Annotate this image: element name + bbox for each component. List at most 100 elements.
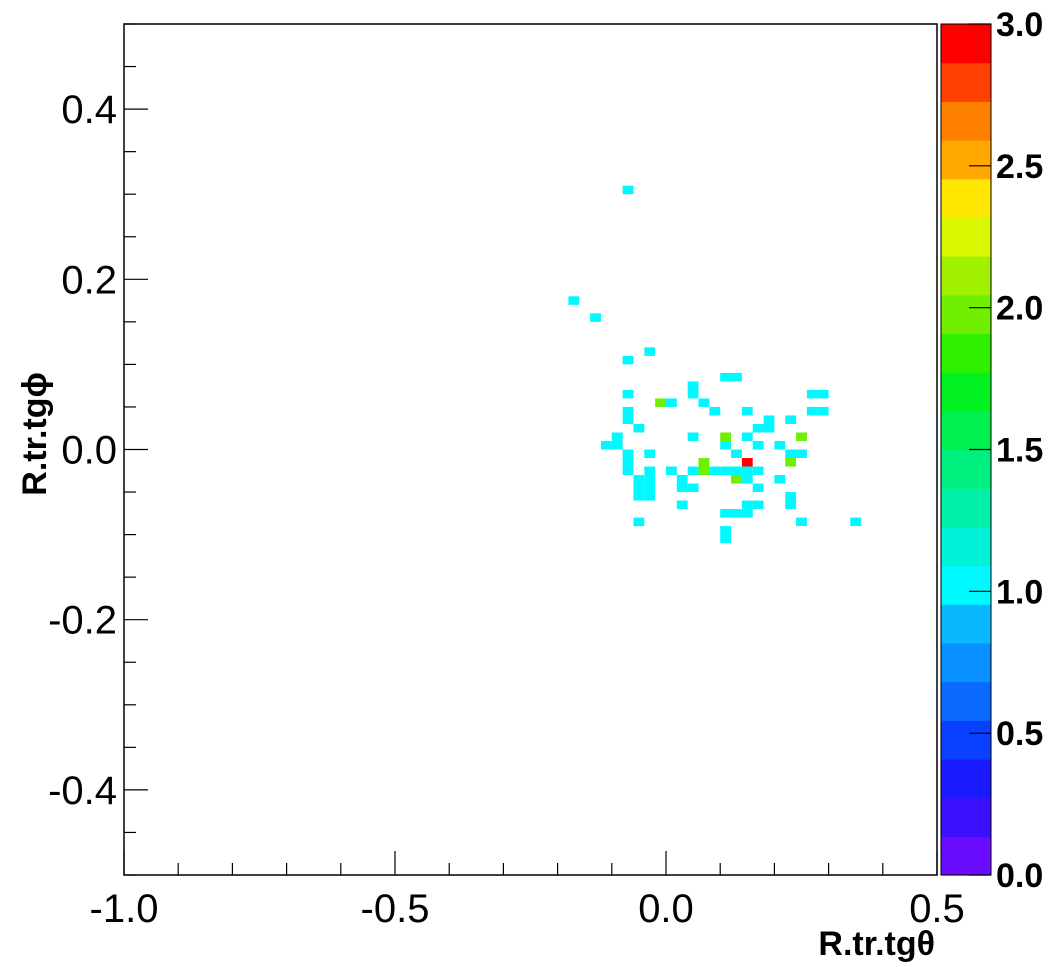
heatmap-cell (644, 347, 656, 356)
colorbar-band (941, 333, 991, 373)
heatmap-cell (731, 372, 742, 382)
color-scale-ticks (969, 23, 991, 876)
heatmap-cell (720, 372, 732, 382)
colorbar-tick-label: 0.0 (996, 857, 1043, 895)
heatmap-cell (741, 466, 753, 476)
heatmap-cell (676, 475, 688, 484)
heatmap-cell (741, 406, 753, 416)
y-tick-label: -0.2 (48, 599, 117, 643)
heatmap-cells (568, 185, 862, 544)
plot-frame-background (124, 24, 937, 875)
heatmap-cell (611, 432, 623, 441)
heatmap-cell (731, 475, 742, 484)
heatmap-cell (774, 475, 786, 484)
heatmap-cell (752, 500, 764, 510)
y-tick-label: 0.4 (61, 88, 117, 132)
x-axis-ticks (123, 851, 938, 875)
heatmap-cell (568, 296, 580, 305)
x-axis-label: R.tr.tgθ (818, 925, 935, 963)
heatmap-cell (666, 466, 677, 476)
heatmap-cell (644, 449, 656, 459)
y-tick-label: 0.0 (61, 429, 117, 473)
colorbar-band (941, 217, 991, 257)
y-axis-tick-labels: 0.4 0.2 0.0 -0.2 -0.4 (48, 88, 117, 813)
colorbar-band (941, 449, 991, 489)
heatmap-cell (785, 449, 797, 459)
heatmap-cell (731, 466, 742, 476)
colorbar-band (941, 642, 991, 683)
heatmap-cell (796, 449, 807, 459)
colorbar-band (941, 836, 991, 876)
heatmap-cell (850, 517, 862, 527)
y-axis-ticks (124, 23, 148, 876)
colorbar-tick-label: 2.5 (996, 148, 1043, 186)
heatmap-cell (644, 466, 656, 476)
heatmap-cell (817, 389, 829, 399)
heatmap-cell (687, 432, 699, 441)
heatmap-cell (752, 466, 764, 476)
heatmap-cell (633, 475, 645, 484)
heatmap-cell (817, 406, 829, 416)
heatmap-cell (633, 423, 645, 433)
heatmap-cell (687, 381, 699, 390)
heatmap-cell (622, 449, 634, 459)
heatmap-cell (720, 466, 732, 476)
heatmap-cell (709, 406, 721, 416)
heatmap-cell (796, 432, 807, 441)
colorbar-band (941, 488, 991, 528)
heatmap-cell (633, 517, 645, 527)
heatmap-cell (687, 483, 699, 493)
y-tick-label: -0.4 (48, 769, 117, 813)
heatmap-cell (720, 534, 732, 544)
colorbar-tick-label: 0.5 (996, 715, 1043, 753)
heatmap-cell (698, 458, 710, 467)
heatmap-cell (622, 185, 634, 195)
colorbar-band (941, 681, 991, 721)
heatmap-cell (741, 432, 753, 441)
heatmap-cell (644, 475, 656, 484)
heatmap-cell (666, 398, 677, 407)
y-axis-label: R.tr.tgϕ (16, 372, 54, 496)
heatmap-cell (622, 406, 634, 416)
heatmap-cell (633, 492, 645, 501)
colorbar-band (941, 372, 991, 412)
colorbar-band (941, 758, 991, 799)
y-tick-label: 0.2 (61, 258, 117, 302)
heatmap-cell (676, 500, 688, 510)
heatmap-cell (720, 440, 732, 450)
x-tick-label: 0.0 (638, 887, 694, 931)
heatmap-cell (600, 440, 612, 450)
heatmap-cell (687, 466, 699, 476)
heatmap-cell (785, 492, 797, 501)
heatmap-cell (741, 500, 753, 510)
heatmap-cell (806, 389, 818, 399)
heatmap-cell (785, 415, 797, 424)
heatmap-cell (774, 440, 786, 450)
heatmap-cell (720, 526, 732, 535)
colorbar-band (941, 797, 991, 837)
x-tick-label: 0.5 (909, 887, 965, 931)
heatmap-cell (763, 415, 775, 424)
heatmap-cell (806, 406, 818, 416)
heatmap-cell (731, 509, 742, 518)
heatmap-cell (655, 398, 666, 407)
colorbar-tick-label: 3.0 (996, 6, 1043, 44)
x-tick-label: -1.0 (90, 887, 159, 931)
heatmap-cell (741, 509, 753, 518)
heatmap-cell (741, 458, 753, 467)
colorbar-band (941, 256, 991, 296)
heatmap-cell (622, 355, 634, 365)
heatmap-cell (622, 389, 634, 399)
heatmap-cell (752, 423, 764, 433)
heatmap-cell (622, 466, 634, 476)
heatmap-cell (785, 458, 797, 467)
colorbar-band (941, 410, 991, 451)
heatmap-cell (622, 415, 634, 424)
heatmap-cell (796, 517, 807, 527)
colorbar-band (941, 526, 991, 567)
x-tick-label: -0.5 (361, 887, 430, 931)
heatmap-cell (752, 483, 764, 493)
heatmap-cell (752, 440, 764, 450)
heatmap-cell (676, 483, 688, 493)
